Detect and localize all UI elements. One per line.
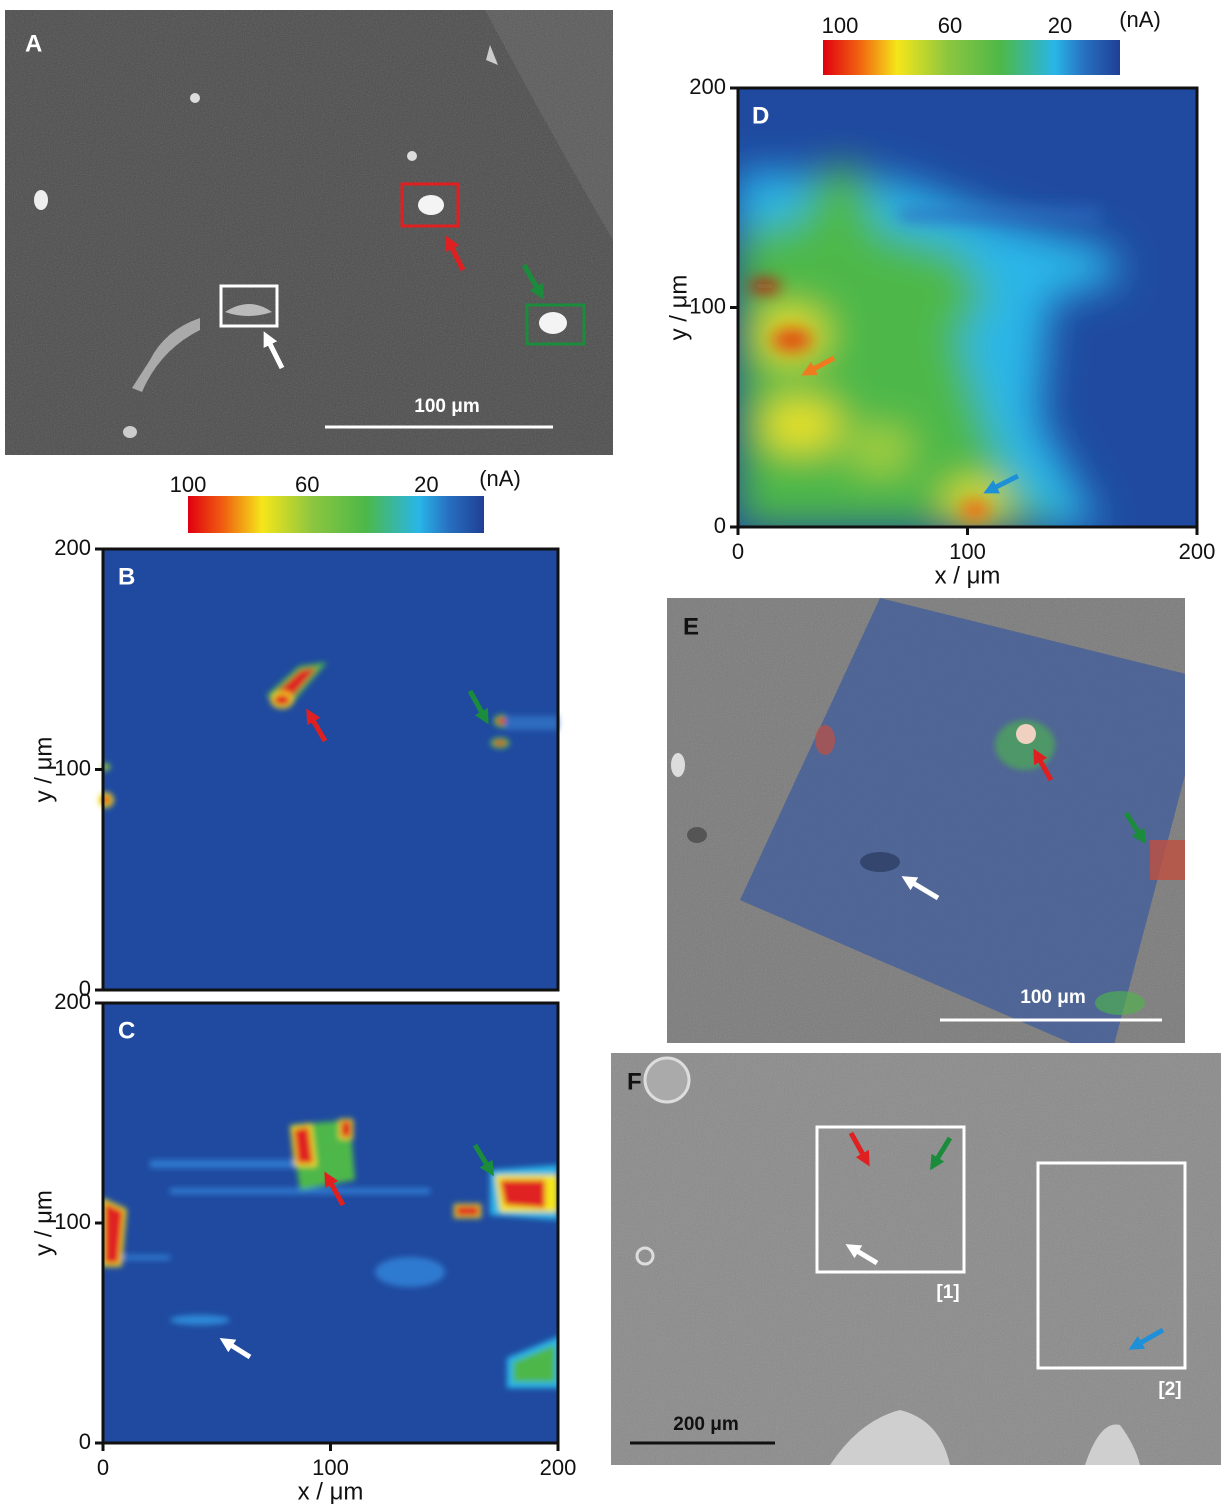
y-axis-label: y / μm [30,737,57,803]
colorbar-tick-label: 20 [414,472,438,497]
panel-f: F [1] [2] 200 μm [611,1053,1221,1465]
colorbar-tick-label: 20 [1048,13,1072,38]
y-axis-label: y / μm [30,1190,57,1256]
x-tick-label: 100 [312,1455,349,1480]
panel-c: C [103,1003,558,1443]
panel-label: F [627,1068,642,1095]
y-axis-label: y / μm [665,275,692,341]
colorbar [823,40,1120,75]
y-tick-label: 200 [54,989,91,1014]
colorbar-unit: (nA) [479,466,521,491]
x-tick-label: 200 [1179,539,1216,564]
y-tick-label: 100 [54,1209,91,1234]
panel-label: D [752,102,769,129]
x-axis-label: x / μm [298,1478,364,1505]
x-axis-label: x / μm [935,562,1001,589]
x-tick-label: 100 [949,539,986,564]
figure: A 100 μm 100 60 20 (nA) B [0,0,1221,1506]
scale-bar-label: 100 μm [1020,987,1086,1008]
colorbar-unit: (nA) [1119,7,1161,32]
panel-e: E 100 μm [667,598,1210,1060]
region-label: [2] [1158,1379,1181,1400]
colorbar [188,496,484,533]
panel-b: B [100,549,558,990]
panel-a: A 100 μm [5,10,613,455]
y-tick-label: 200 [54,535,91,560]
scale-bar-label: 200 μm [673,1414,739,1435]
panel-label: C [118,1017,135,1044]
region-label: [1] [936,1282,959,1303]
y-tick-label: 200 [689,74,726,99]
x-tick-label: 0 [97,1455,109,1480]
panel-label: B [118,563,135,590]
x-tick-label: 200 [540,1455,577,1480]
y-tick-label: 100 [54,755,91,780]
panel-label: E [683,613,699,640]
colorbar-tick-label: 60 [938,13,962,38]
panel-d: D [738,88,1197,527]
x-tick-label: 0 [732,539,744,564]
colorbar-labels: 100 60 20 (nA) [822,7,1161,38]
colorbar-tick-label: 60 [295,472,319,497]
scale-bar-label: 100 μm [414,396,480,417]
colorbar-labels: 100 60 20 (nA) [170,466,521,497]
y-tick-label: 100 [689,293,726,318]
page: {"panels": [ {"label": "A", "scale_bar":… [0,0,1221,1506]
colorbar-tick-label: 100 [822,13,859,38]
colorbar-tick-label: 100 [170,472,207,497]
panel-label: A [25,30,42,57]
y-tick-label: 0 [79,1429,91,1454]
y-tick-label: 0 [714,513,726,538]
